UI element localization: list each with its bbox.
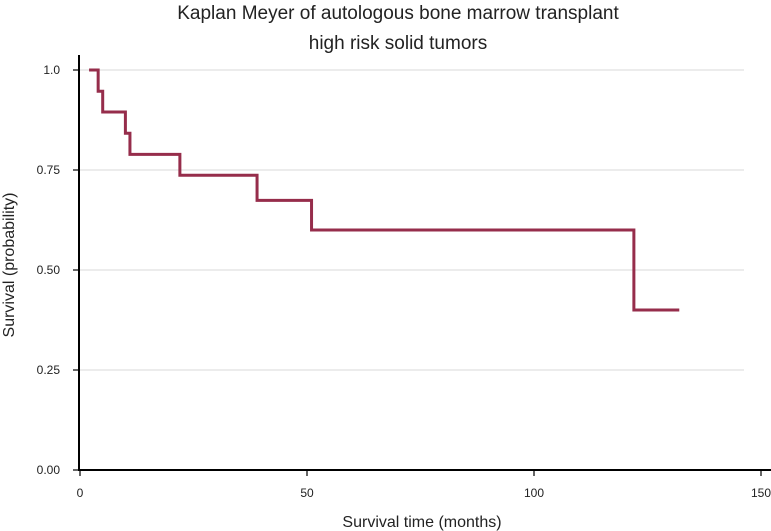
x-axis-ticks: 0 50 100 150	[77, 470, 771, 500]
y-axis-label: Survival (probability)	[1, 193, 18, 338]
x-axis-label: Survival time (months)	[342, 514, 501, 531]
y-tick-label-3: 0.75	[37, 163, 61, 177]
x-tick-label-2: 100	[524, 486, 544, 500]
x-tick-label-3: 150	[751, 486, 771, 500]
x-tick-label-0: 0	[77, 486, 84, 500]
y-tick-label-0: 0.00	[37, 463, 61, 477]
y-tick-label-1: 0.25	[37, 363, 61, 377]
chart-title: Kaplan Meyer of autologous bone marrow t…	[177, 3, 619, 24]
y-tick-label-2: 0.50	[37, 263, 61, 277]
survival-series	[89, 68, 680, 312]
survival-step-line-0	[89, 68, 680, 312]
y-axis-ticks: 0.00 0.25 0.50 0.75 1.0	[37, 63, 79, 477]
x-tick-label-1: 50	[300, 486, 314, 500]
y-tick-label-4: 1.0	[43, 63, 60, 77]
grid-lines	[80, 69, 744, 371]
chart-subtitle: high risk solid tumors	[309, 33, 487, 54]
